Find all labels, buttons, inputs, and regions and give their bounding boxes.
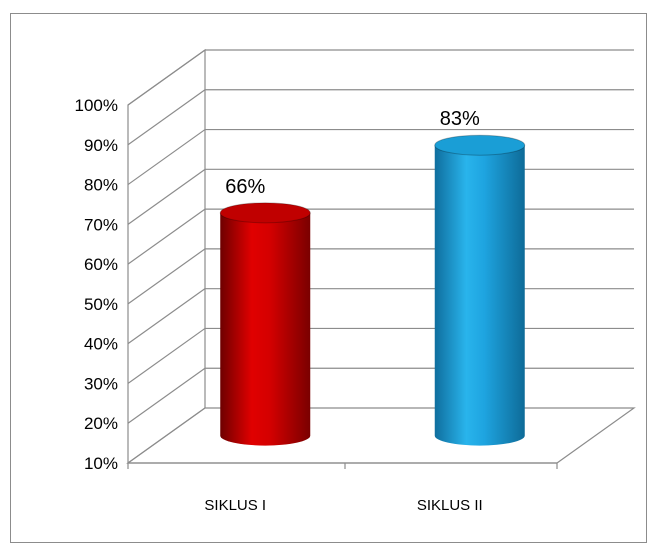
y-tick-label: 60%	[84, 255, 118, 274]
y-tick-label: 40%	[84, 335, 118, 354]
y-tick-label: 100%	[75, 96, 118, 115]
gridline-side	[127, 208, 206, 265]
y-axis-tick-labels: 10% 20% 30% 40% 50% 60% 70% 80% 90% 100%	[75, 96, 118, 473]
data-labels: 66% 83%	[225, 108, 480, 198]
y-tick-label: 20%	[84, 414, 118, 433]
category-label: SIKLUS I	[204, 497, 266, 514]
bar-2	[434, 134, 526, 446]
bar-body	[434, 145, 525, 446]
chart-walls	[126, 48, 636, 465]
gridline-side	[127, 327, 206, 384]
bars	[219, 134, 526, 446]
gridline-side	[127, 89, 206, 146]
gridline-side	[127, 129, 206, 186]
y-tick-label: 70%	[84, 215, 118, 234]
gridline-side	[127, 49, 206, 106]
gridline-side	[127, 288, 206, 345]
gridline-side	[127, 248, 206, 305]
gridline-side	[127, 367, 206, 424]
chart-frame	[10, 13, 647, 543]
x-axis-category-labels: SIKLUS I SIKLUS II	[204, 497, 482, 514]
y-tick-label: 50%	[84, 295, 118, 314]
data-label: 66%	[225, 176, 265, 198]
bar-body	[220, 212, 311, 446]
y-tick-label: 30%	[84, 374, 118, 393]
y-tick-label: 90%	[84, 136, 118, 155]
gridlines	[127, 49, 634, 424]
y-tick-label: 80%	[84, 176, 118, 195]
bar-top	[434, 134, 526, 156]
data-label: 83%	[440, 108, 480, 130]
y-tick-label: 10%	[84, 454, 118, 473]
gridline-side	[127, 168, 206, 225]
axis	[127, 462, 558, 469]
category-label: SIKLUS II	[417, 497, 483, 514]
bar-top	[219, 202, 311, 224]
bar-1	[219, 202, 311, 446]
